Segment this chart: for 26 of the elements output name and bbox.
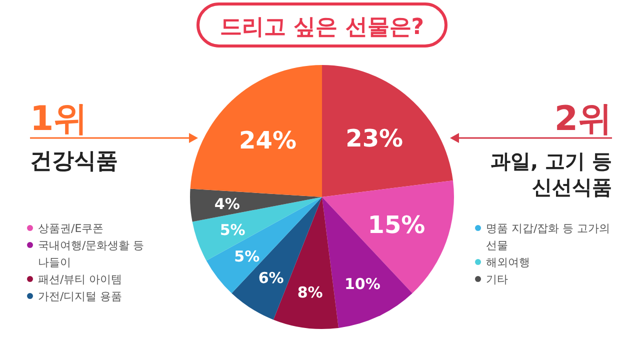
text: 2위 [554,99,612,139]
legend-label: 가전/디지털 용품 [38,290,122,303]
legend-label: 기타 [486,273,508,286]
pie-slice [322,180,454,294]
slice-label: 과일, 고기 등 신선식품 [490,149,612,199]
data-label: 24% [239,126,297,154]
data-label: 5% [234,247,260,266]
pie-slice [190,188,322,222]
legend-label: 명품 지갑/잡화 등 고가의 선물 [486,222,610,252]
pie-slice [322,65,453,197]
legend-label: 국내여행/문화생활 등 나들이 [38,239,144,269]
data-label: 8% [297,283,323,302]
data-label: 10% [344,274,380,293]
data-label: 15% [368,210,426,239]
data-label: 5% [220,221,246,240]
data-label: 4% [214,194,240,213]
data-label: 6% [258,269,284,288]
data-label: 23% [346,124,404,153]
legend-label: 패션/뷰티 아이템 [38,273,122,286]
text: 1위 [30,99,88,139]
legend-label: 상품권/E쿠폰 [38,222,104,235]
chart-title: 드리고 싶은 선물은? [220,15,424,40]
legend-label: 해외여행 [486,256,530,269]
pie-slice [190,65,322,197]
pie-slice [192,197,322,261]
slice-label: 건강식품 [30,149,118,174]
